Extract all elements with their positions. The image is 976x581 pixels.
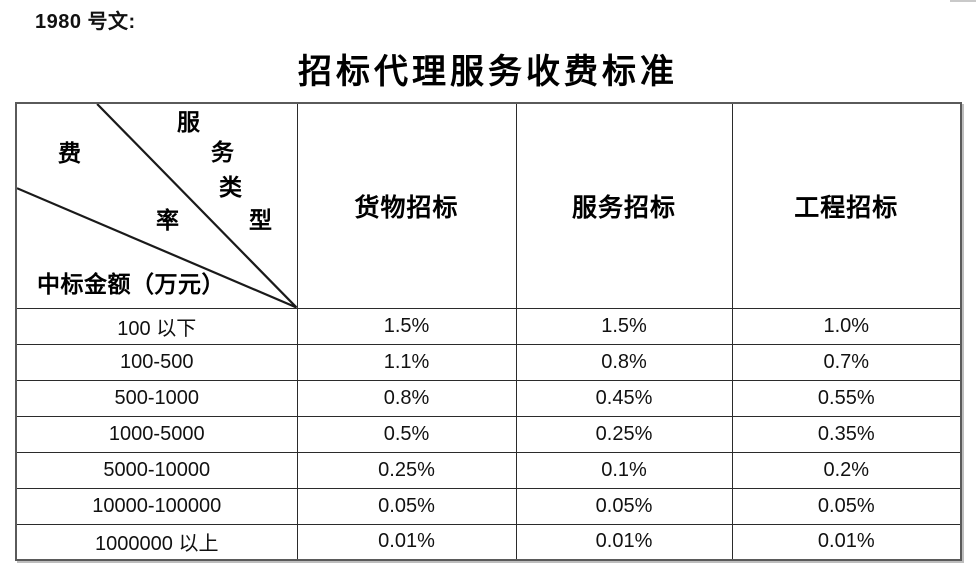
fee-cell: 0.25% xyxy=(515,415,733,453)
fee-cell: 0.8% xyxy=(296,379,517,417)
row-label-cell: 500-1000 xyxy=(15,379,298,417)
fee-cell: 0.1% xyxy=(515,451,733,489)
fee-cell: 1.0% xyxy=(731,307,962,345)
corner-label-service-type-char: 类 xyxy=(219,175,242,200)
row-label-cell: 1000-5000 xyxy=(15,415,298,453)
diagonal-divider-lines xyxy=(17,104,296,307)
column-header-works: 工程招标 xyxy=(731,102,962,309)
fee-cell: 0.05% xyxy=(515,487,733,525)
table-row: 500-1000 0.8% 0.45% 0.55% xyxy=(15,379,962,417)
fee-cell: 0.05% xyxy=(296,487,517,525)
corner-label-fee-rate-char: 率 xyxy=(156,208,179,233)
fee-cell: 0.25% xyxy=(296,451,517,489)
doc-ref: 1980 号文: xyxy=(35,11,136,33)
table-row: 5000-10000 0.25% 0.1% 0.2% xyxy=(15,451,962,489)
column-header-services: 服务招标 xyxy=(515,102,733,309)
row-label-cell: 10000-100000 xyxy=(15,487,298,525)
fee-cell: 0.7% xyxy=(731,343,962,381)
page-title: 招标代理服务收费标准 xyxy=(298,54,678,91)
fee-cell: 0.8% xyxy=(515,343,733,381)
row-label-cell: 5000-10000 xyxy=(15,451,298,489)
fee-cell: 0.45% xyxy=(515,379,733,417)
fee-cell: 0.01% xyxy=(296,523,517,561)
corner-label-service-type-char: 型 xyxy=(249,208,272,233)
row-label-cell: 100-500 xyxy=(15,343,298,381)
fee-cell: 0.2% xyxy=(731,451,962,489)
fee-cell: 1.1% xyxy=(296,343,517,381)
row-label-cell: 100 以下 xyxy=(15,307,298,345)
corner-label-bid-amount: 中标金额（万元） xyxy=(37,272,225,297)
fee-cell: 0.05% xyxy=(731,487,962,525)
table-row: 1000-5000 0.5% 0.25% 0.35% xyxy=(15,415,962,453)
page-edge-artifact xyxy=(950,0,976,2)
corner-label-service-type-char: 服 xyxy=(177,110,200,135)
fee-cell: 0.35% xyxy=(731,415,962,453)
fee-cell: 0.01% xyxy=(731,523,962,561)
table-row: 100 以下 1.5% 1.5% 1.0% xyxy=(15,307,962,345)
column-header-goods: 货物招标 xyxy=(296,102,517,309)
fee-cell: 1.5% xyxy=(515,307,733,345)
table-corner-cell: 服 务 类 型 费 率 中标金额（万元） xyxy=(15,102,298,309)
table-row: 100-500 1.1% 0.8% 0.7% xyxy=(15,343,962,381)
corner-label-service-type-char: 务 xyxy=(211,140,234,165)
fee-cell: 0.5% xyxy=(296,415,517,453)
table-row: 10000-100000 0.05% 0.05% 0.05% xyxy=(15,487,962,525)
corner-label-fee-rate-char: 费 xyxy=(58,141,81,166)
fee-table: 服 务 类 型 费 率 中标金额（万元） 货物招标 服务招标 工程招标 100 … xyxy=(15,102,962,561)
table-row: 1000000 以上 0.01% 0.01% 0.01% xyxy=(15,523,962,561)
fee-cell: 0.01% xyxy=(515,523,733,561)
fee-cell: 0.55% xyxy=(731,379,962,417)
fee-cell: 1.5% xyxy=(296,307,517,345)
row-label-cell: 1000000 以上 xyxy=(15,523,298,561)
table-header-row: 服 务 类 型 费 率 中标金额（万元） 货物招标 服务招标 工程招标 xyxy=(15,102,962,309)
